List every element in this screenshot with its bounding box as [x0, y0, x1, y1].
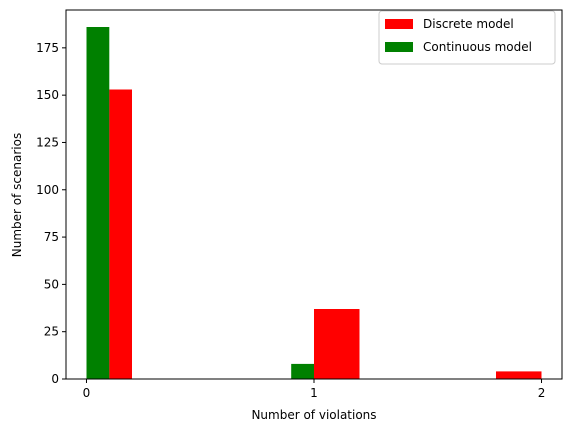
- y-tick-label-6: 150: [36, 88, 59, 102]
- x-tick-label-0: 0: [83, 386, 91, 400]
- legend-frame: [378, 10, 556, 65]
- y-tick-label-2: 50: [44, 277, 59, 291]
- bar-discrete-0: [109, 89, 132, 379]
- legend-swatch-continuous: [385, 42, 413, 52]
- bar-continuous-1: [291, 363, 314, 379]
- x-axis-title: Number of violations: [251, 408, 376, 422]
- legend-label-continuous: Continuous model: [423, 40, 532, 54]
- y-tick-label-7: 175: [36, 41, 59, 55]
- bar-continuous-0: [86, 27, 110, 379]
- legend-swatch-discrete: [385, 19, 413, 29]
- x-axis-ticks: 0 1 2: [83, 379, 546, 400]
- y-tick-label-0: 0: [51, 372, 59, 386]
- bar-discrete-2: [496, 371, 542, 379]
- y-axis-title: Number of scenarios: [10, 133, 24, 257]
- y-tick-label-3: 75: [44, 230, 59, 244]
- y-tick-label-4: 100: [36, 183, 59, 197]
- x-tick-label-2: 2: [538, 386, 546, 400]
- legend-label-discrete: Discrete model: [423, 17, 514, 31]
- x-tick-label-1: 1: [310, 386, 318, 400]
- y-tick-label-1: 25: [44, 325, 59, 339]
- legend: Discrete model Continuous model: [378, 10, 556, 65]
- y-tick-label-5: 125: [36, 135, 59, 149]
- y-axis-ticks: 0 25 50 75 100 125 150 175: [36, 41, 66, 386]
- bar-discrete-1: [314, 309, 360, 379]
- bars-layer: [86, 27, 542, 379]
